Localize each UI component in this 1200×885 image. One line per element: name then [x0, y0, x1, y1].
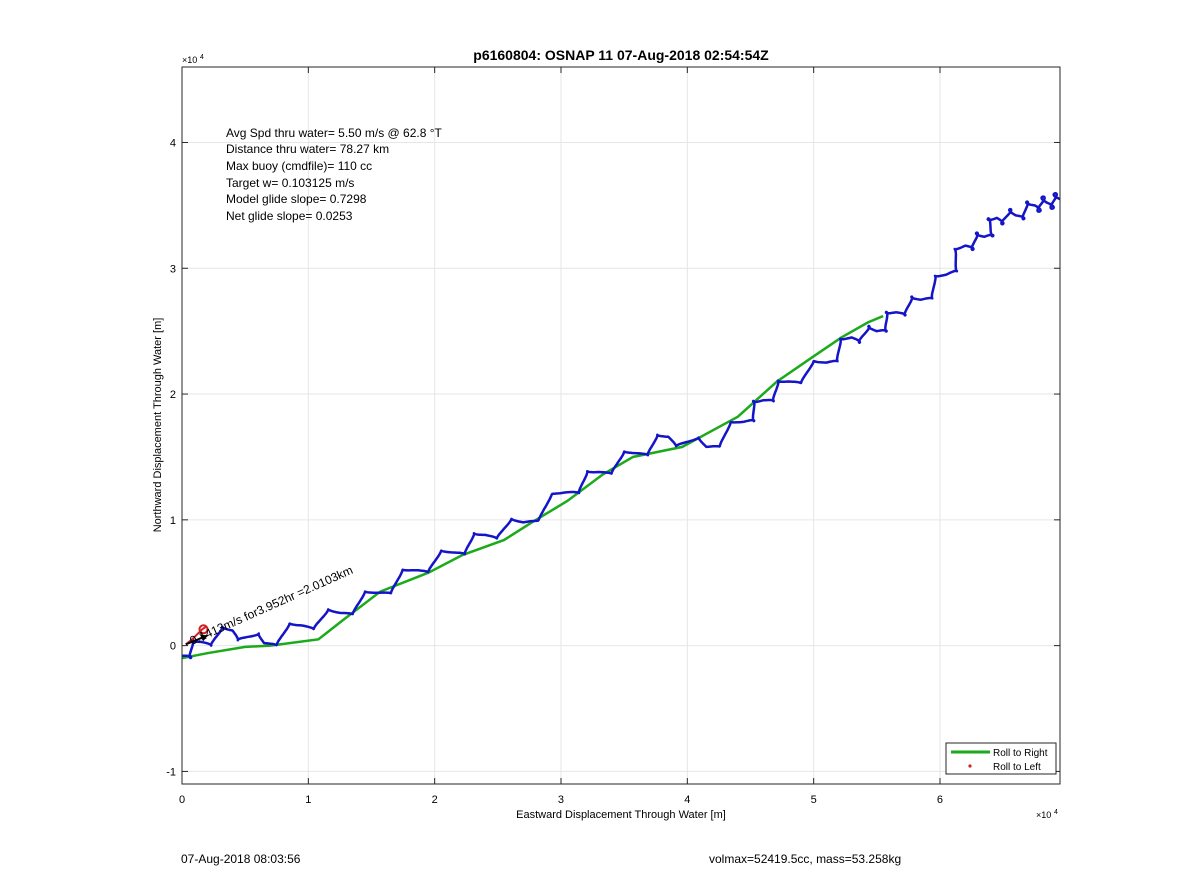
y-exponent-power: 4 — [200, 54, 204, 61]
series-layer — [182, 191, 1060, 660]
y-exponent-base: ×10 — [182, 55, 197, 65]
glider-track-line — [182, 191, 1060, 660]
x-axis-exponent: ×10 4 — [1036, 809, 1058, 820]
legend: Roll to Right Roll to Left — [945, 742, 1057, 775]
annotation-line: Max buoy (cmdfile)= 110 cc — [226, 159, 372, 173]
x-tick-label: 4 — [684, 794, 690, 806]
y-tick-label: 2 — [170, 389, 176, 401]
axis-ticks: 0 1 2 3 4 5 6 -1 0 1 2 3 4 — [166, 67, 1060, 806]
footer-timestamp: 07-Aug-2018 08:03:56 — [181, 852, 301, 866]
x-axis-label: Eastward Displacement Through Water [m] — [516, 809, 726, 821]
x-tick-label: 3 — [558, 794, 564, 806]
annotation-line: Target w= 0.103125 m/s — [226, 176, 354, 190]
annotation-line: Avg Spd thru water= 5.50 m/s @ 62.8 °T — [226, 126, 443, 140]
x-tick-label: 0 — [179, 794, 185, 806]
chart-title: p6160804: OSNAP 11 07-Aug-2018 02:54:54Z — [473, 47, 769, 63]
legend-box — [945, 742, 1057, 775]
roll-left-line — [185, 625, 207, 646]
current-annotation: 0.1413m/s for3.952hr =2.0103km — [188, 563, 356, 648]
roll-right-line — [182, 314, 884, 660]
annotation-line: Model glide slope= 0.7298 — [226, 192, 367, 206]
y-tick-label: -1 — [166, 766, 176, 778]
axes-box — [181, 66, 1061, 785]
legend-label-roll-right: Roll to Right — [993, 748, 1048, 759]
roll-left-marker — [198, 624, 209, 635]
x-exponent-power: 4 — [1054, 809, 1058, 816]
x-tick-label: 2 — [432, 794, 438, 806]
legend-label-roll-left: Roll to Left — [993, 762, 1041, 773]
x-tick-label: 5 — [811, 794, 817, 806]
x-exponent-base: ×10 — [1036, 810, 1051, 820]
current-arrow-head — [199, 634, 208, 642]
annotation-line: Net glide slope= 0.0253 — [226, 209, 353, 223]
grid-lines — [181, 67, 1060, 784]
annotation-line: Distance thru water= 78.27 km — [226, 142, 389, 156]
y-tick-label: 1 — [170, 515, 176, 527]
y-axis-label: Northward Displacement Through Water [m] — [152, 318, 164, 533]
x-tick-label: 6 — [937, 794, 943, 806]
y-tick-label: 0 — [170, 641, 176, 653]
y-tick-label: 4 — [170, 137, 176, 149]
y-axis-exponent: ×10 4 — [182, 54, 204, 65]
legend-swatch-roll-left — [968, 764, 972, 768]
footer-mass-info: volmax=52419.5cc, mass=53.258kg — [709, 852, 902, 866]
y-tick-label: 3 — [170, 263, 176, 275]
x-tick-label: 1 — [305, 794, 311, 806]
stats-annotations: Avg Spd thru water= 5.50 m/s @ 62.8 °T D… — [226, 126, 443, 223]
